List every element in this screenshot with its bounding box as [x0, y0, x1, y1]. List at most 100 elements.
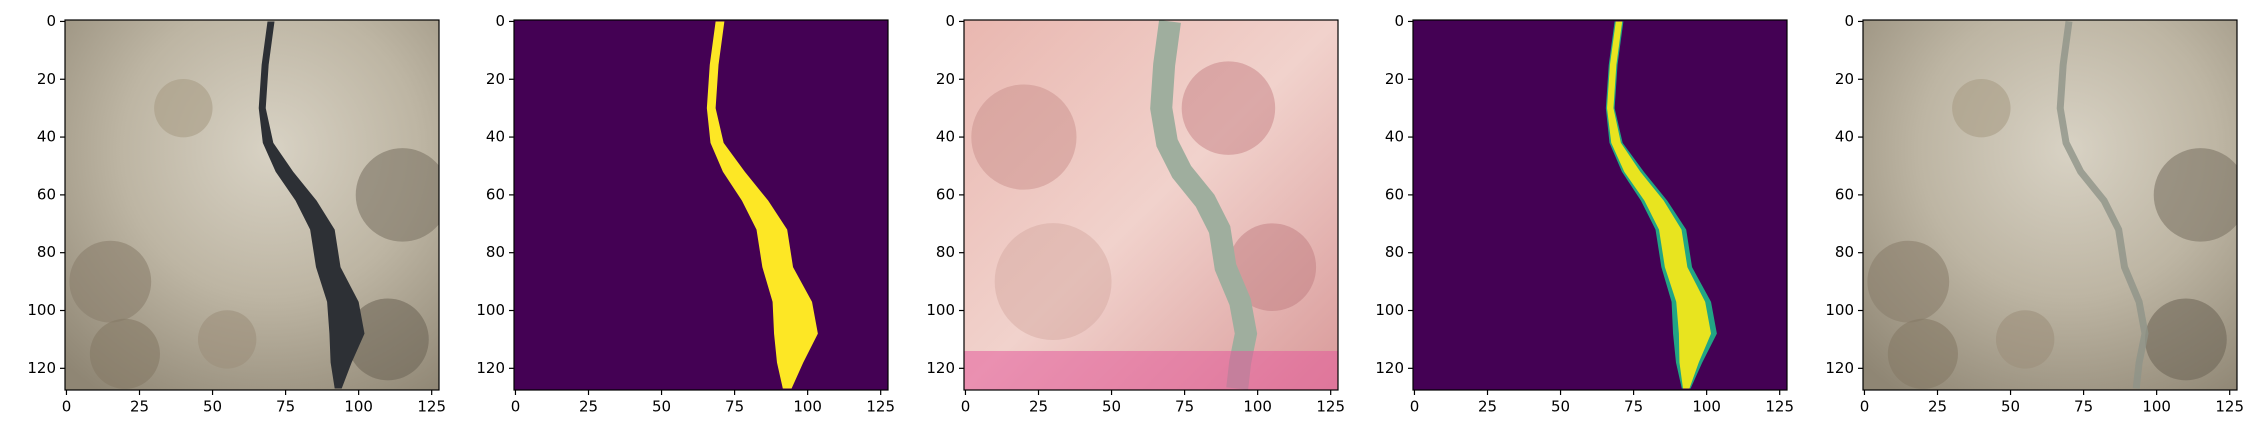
image [514, 20, 888, 390]
image [1863, 20, 2237, 390]
x-tick-label: 100 [793, 398, 822, 416]
crack [2056, 20, 2149, 389]
texture-spot [197, 310, 257, 369]
x-tick-label: 25 [1928, 398, 1947, 416]
image-background [514, 20, 888, 390]
y-tick-label: 120 [926, 359, 955, 377]
image-background [1413, 20, 1787, 390]
y-tick-label: 20 [1385, 70, 1404, 88]
x-tick-label: 125 [2215, 398, 2244, 416]
texture-spot [69, 240, 152, 323]
y-tick-label: 80 [1385, 243, 1404, 261]
y-tick-label: 80 [936, 243, 955, 261]
texture-spot [355, 148, 439, 242]
image-background [964, 20, 1338, 390]
axes-frame [64, 19, 440, 391]
x-tick-label: 100 [344, 398, 373, 416]
image [65, 20, 439, 390]
y-tick-label: 60 [1835, 185, 1854, 203]
crack-mask [706, 21, 818, 389]
y-tick-label: 120 [476, 359, 505, 377]
y-tick-label: 100 [1825, 301, 1854, 319]
texture-spot [1181, 61, 1276, 155]
x-tick-label: 50 [203, 398, 222, 416]
y-tick-label: 80 [37, 243, 56, 261]
subplot: 0 25 50 75 100 125 0 20 40 60 80 100 120 [476, 12, 895, 416]
image [964, 20, 1338, 390]
y-tick-label: 100 [926, 301, 955, 319]
crack-mask [1607, 21, 1712, 389]
y-tick-label: 20 [1835, 70, 1854, 88]
x-tick-label: 25 [579, 398, 598, 416]
noise-band [964, 350, 1338, 390]
x-tick-label: 75 [2074, 398, 2093, 416]
x-tick-label: 0 [1410, 398, 1420, 416]
axes-frame [513, 19, 889, 391]
y-tick-label: 20 [37, 70, 56, 88]
x-tick-label: 75 [1175, 398, 1194, 416]
x-tick-label: 125 [1765, 398, 1794, 416]
x-tick-label: 0 [62, 398, 72, 416]
y-tick-label: 40 [486, 128, 505, 146]
x-tick-label: 50 [2001, 398, 2020, 416]
y-tick-label: 100 [1375, 301, 1404, 319]
axes-frame [1862, 19, 2238, 391]
axes-frame [963, 19, 1339, 391]
y-tick-label: 20 [486, 70, 505, 88]
x-tick-label: 50 [1102, 398, 1121, 416]
y-tick-label: 20 [936, 70, 955, 88]
subplot: 0 25 50 75 100 125 0 20 40 60 80 100 120 [27, 12, 446, 416]
crack [1150, 20, 1258, 390]
x-tick-label: 0 [511, 398, 521, 416]
x-tick-label: 125 [417, 398, 446, 416]
texture-spot [346, 298, 429, 381]
x-tick-label: 25 [130, 398, 149, 416]
y-tick-label: 40 [1385, 128, 1404, 146]
x-tick-label: 75 [725, 398, 744, 416]
y-tick-label: 60 [936, 185, 955, 203]
y-tick-label: 60 [1385, 185, 1404, 203]
texture-spot [1887, 318, 1958, 389]
image [1413, 20, 1787, 390]
y-tick-label: 0 [945, 12, 955, 30]
texture-spot [1867, 240, 1950, 323]
x-tick-label: 0 [1860, 398, 1870, 416]
texture-spot [994, 223, 1112, 341]
x-tick-label: 25 [1029, 398, 1048, 416]
x-tick-label: 100 [1243, 398, 1272, 416]
texture-spot [2153, 148, 2237, 242]
y-tick-label: 40 [936, 128, 955, 146]
y-tick-label: 100 [27, 301, 56, 319]
subplot: 0 25 50 75 100 125 0 20 40 60 80 100 120 [926, 12, 1345, 416]
texture-spot [1228, 223, 1317, 311]
y-tick-label: 80 [486, 243, 505, 261]
x-tick-label: 50 [1551, 398, 1570, 416]
y-tick-label: 0 [495, 12, 505, 30]
y-tick-label: 60 [37, 185, 56, 203]
y-tick-label: 0 [46, 12, 56, 30]
y-tick-label: 0 [1844, 12, 1854, 30]
crack [258, 21, 365, 389]
texture-spot [154, 78, 213, 138]
texture-spot [971, 84, 1077, 190]
x-tick-label: 125 [866, 398, 895, 416]
axes-frame [1412, 19, 1788, 391]
x-tick-label: 100 [1692, 398, 1721, 416]
y-tick-label: 120 [27, 359, 56, 377]
x-tick-label: 0 [961, 398, 971, 416]
y-tick-label: 120 [1825, 359, 1854, 377]
texture-spot [1995, 310, 2055, 369]
x-tick-label: 75 [1624, 398, 1643, 416]
texture-spot [2144, 298, 2227, 381]
y-tick-label: 80 [1835, 243, 1854, 261]
y-tick-label: 40 [1835, 128, 1854, 146]
texture-spot [89, 318, 160, 389]
subplot: 0 25 50 75 100 125 0 20 40 60 80 100 120 [1825, 12, 2244, 416]
subplot: 0 25 50 75 100 125 0 20 40 60 80 100 120 [1375, 12, 1794, 416]
y-tick-label: 0 [1394, 12, 1404, 30]
texture-spot [1952, 78, 2011, 138]
x-tick-label: 50 [652, 398, 671, 416]
y-tick-label: 100 [476, 301, 505, 319]
y-tick-label: 60 [486, 185, 505, 203]
